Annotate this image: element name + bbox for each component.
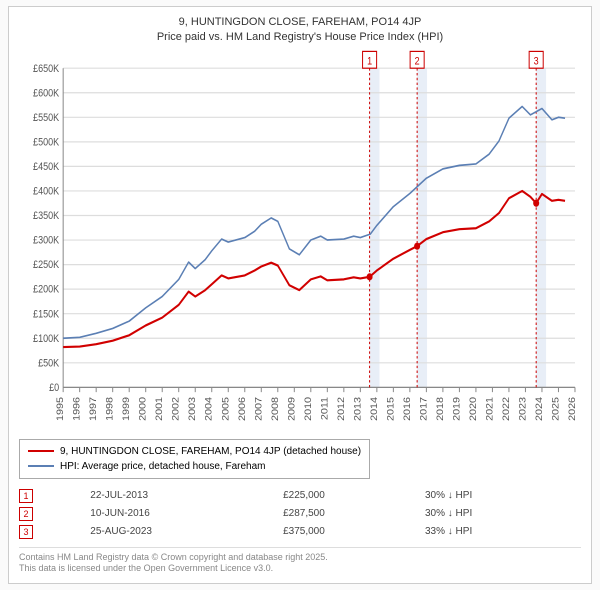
- title-line-2: Price paid vs. HM Land Registry's House …: [19, 30, 581, 45]
- svg-text:2018: 2018: [436, 396, 446, 420]
- svg-text:£100K: £100K: [33, 333, 59, 345]
- marker-price: £375,000: [283, 523, 425, 541]
- chart-header: 9, HUNTINGDON CLOSE, FAREHAM, PO14 4JP P…: [19, 15, 581, 45]
- footer-line-1: Contains HM Land Registry data © Crown c…: [19, 552, 581, 564]
- svg-text:2003: 2003: [188, 396, 198, 420]
- marker-row: 1 22-JUL-2013£225,00030% ↓ HPI: [19, 487, 581, 505]
- svg-text:£550K: £550K: [33, 112, 59, 124]
- marker-date: 22-JUL-2013: [90, 487, 283, 505]
- marker-number-box: 2: [19, 507, 33, 521]
- svg-text:£200K: £200K: [33, 284, 59, 296]
- svg-text:2014: 2014: [370, 396, 380, 420]
- marker-price: £225,000: [283, 487, 425, 505]
- svg-text:£0: £0: [49, 382, 59, 394]
- legend-label-hpi: HPI: Average price, detached house, Fare…: [60, 459, 266, 474]
- svg-text:2021: 2021: [485, 396, 495, 420]
- svg-text:2016: 2016: [403, 396, 413, 420]
- svg-text:2023: 2023: [518, 396, 528, 420]
- svg-text:2024: 2024: [535, 396, 545, 420]
- svg-text:1998: 1998: [105, 396, 115, 420]
- legend-label-price: 9, HUNTINGDON CLOSE, FAREHAM, PO14 4JP (…: [60, 444, 361, 459]
- marker-diff: 30% ↓ HPI: [425, 487, 581, 505]
- svg-text:2005: 2005: [221, 396, 231, 420]
- svg-text:2015: 2015: [386, 396, 396, 420]
- svg-text:1995: 1995: [56, 396, 66, 420]
- svg-text:2017: 2017: [419, 396, 429, 420]
- marker-diff: 30% ↓ HPI: [425, 505, 581, 523]
- svg-text:2: 2: [415, 56, 420, 68]
- chart-svg: £0 £50K £100K £150K £200K £250K £300K £350K £400…: [19, 49, 581, 433]
- svg-text:£50K: £50K: [38, 357, 59, 369]
- svg-text:2013: 2013: [353, 396, 363, 420]
- marker-date: 10-JUN-2016: [90, 505, 283, 523]
- chart-area: £0 £50K £100K £150K £200K £250K £300K £350K £400…: [19, 49, 581, 433]
- svg-text:1: 1: [367, 56, 372, 68]
- svg-text:2002: 2002: [171, 396, 181, 420]
- svg-text:£500K: £500K: [33, 136, 59, 148]
- svg-text:£300K: £300K: [33, 235, 59, 247]
- svg-text:1996: 1996: [72, 396, 82, 420]
- svg-text:£150K: £150K: [33, 308, 59, 320]
- title-line-1: 9, HUNTINGDON CLOSE, FAREHAM, PO14 4JP: [19, 15, 581, 30]
- svg-text:2008: 2008: [271, 396, 281, 420]
- svg-text:2019: 2019: [452, 396, 462, 420]
- svg-text:£350K: £350K: [33, 210, 59, 222]
- svg-text:2004: 2004: [204, 396, 214, 420]
- svg-text:£600K: £600K: [33, 87, 59, 99]
- legend-swatch-hpi: [28, 465, 54, 467]
- footer: Contains HM Land Registry data © Crown c…: [19, 547, 581, 575]
- legend-row-price: 9, HUNTINGDON CLOSE, FAREHAM, PO14 4JP (…: [28, 444, 361, 459]
- svg-text:2025: 2025: [551, 396, 561, 420]
- svg-text:2001: 2001: [155, 396, 165, 420]
- legend-row-hpi: HPI: Average price, detached house, Fare…: [28, 459, 361, 474]
- svg-text:£250K: £250K: [33, 259, 59, 271]
- svg-text:2022: 2022: [502, 396, 512, 420]
- svg-text:2026: 2026: [568, 396, 578, 420]
- svg-text:2007: 2007: [254, 396, 264, 420]
- svg-text:2009: 2009: [287, 396, 297, 420]
- chart-card: 9, HUNTINGDON CLOSE, FAREHAM, PO14 4JP P…: [8, 6, 592, 584]
- svg-text:1997: 1997: [89, 396, 99, 420]
- legend: 9, HUNTINGDON CLOSE, FAREHAM, PO14 4JP (…: [19, 439, 370, 479]
- marker-diff: 33% ↓ HPI: [425, 523, 581, 541]
- svg-text:2010: 2010: [304, 396, 314, 420]
- svg-text:£400K: £400K: [33, 186, 59, 198]
- svg-text:2020: 2020: [469, 396, 479, 420]
- svg-text:2006: 2006: [238, 396, 248, 420]
- marker-number-box: 3: [19, 525, 33, 539]
- svg-text:2012: 2012: [337, 396, 347, 420]
- svg-text:2000: 2000: [138, 396, 148, 420]
- marker-price: £287,500: [283, 505, 425, 523]
- marker-row: 3 25-AUG-2023£375,00033% ↓ HPI: [19, 523, 581, 541]
- footer-line-2: This data is licensed under the Open Gov…: [19, 563, 581, 575]
- marker-number-box: 1: [19, 489, 33, 503]
- svg-text:£650K: £650K: [33, 63, 59, 75]
- legend-swatch-price: [28, 450, 54, 452]
- marker-row: 2 10-JUN-2016£287,50030% ↓ HPI: [19, 505, 581, 523]
- svg-text:£450K: £450K: [33, 161, 59, 173]
- markers-table: 1 22-JUL-2013£225,00030% ↓ HPI 2 10-JUN-201…: [19, 487, 581, 541]
- svg-text:3: 3: [534, 56, 539, 68]
- svg-text:1999: 1999: [122, 396, 132, 420]
- marker-date: 25-AUG-2023: [90, 523, 283, 541]
- svg-text:2011: 2011: [320, 396, 330, 420]
